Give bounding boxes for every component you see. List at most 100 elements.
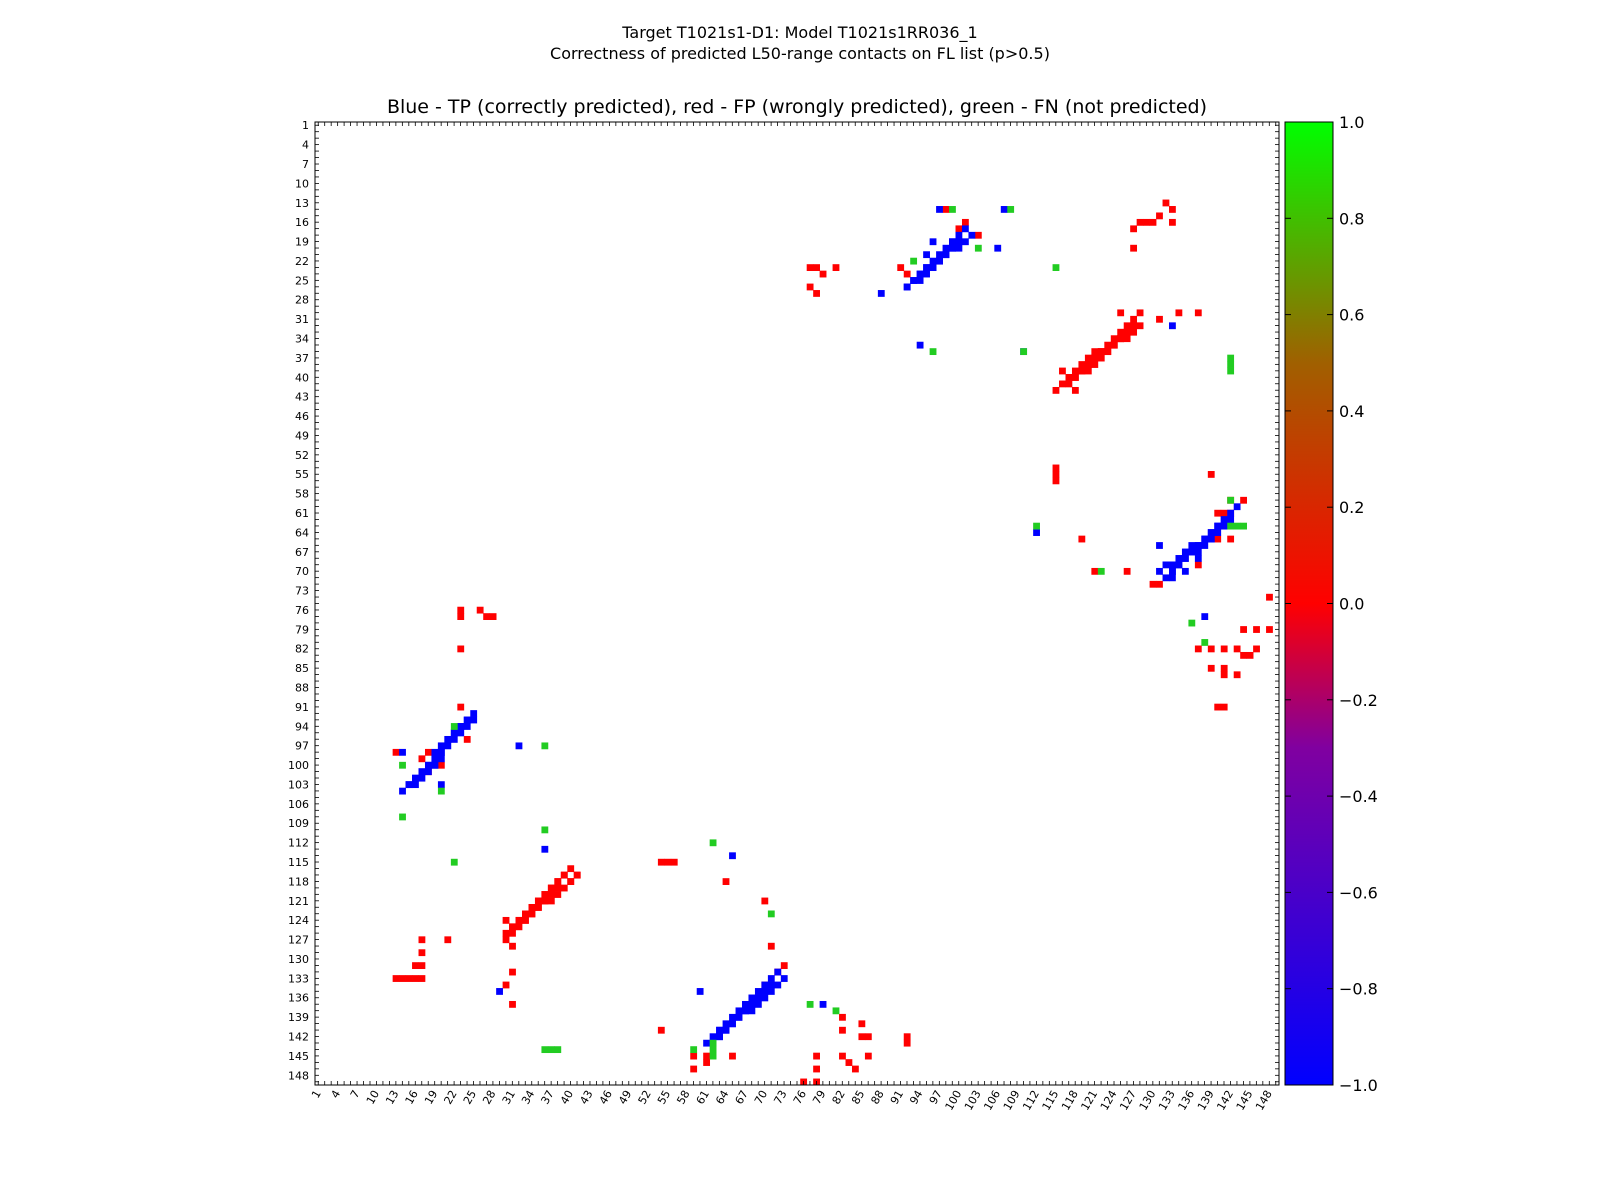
fp-contact-cell <box>1233 671 1241 679</box>
fp-contact-cell <box>1123 328 1131 336</box>
fp-contact-cell <box>1156 580 1163 588</box>
tp-contact-cell <box>961 225 969 233</box>
fn-contact-cell <box>1227 522 1235 530</box>
x-tick-label: 139 <box>1195 1088 1217 1113</box>
tp-contact-cell <box>1194 548 1202 556</box>
fp-contact-cell <box>1136 322 1144 330</box>
y-tick-label: 49 <box>295 429 309 442</box>
fp-contact-cell <box>1123 567 1131 575</box>
fp-contact-cell <box>1149 218 1157 226</box>
fp-contact-cell <box>1123 322 1131 330</box>
fp-contact-cell <box>903 270 911 278</box>
tp-contact-cell <box>1188 548 1196 556</box>
tp-contact-cell <box>1169 574 1176 582</box>
fp-contact-cell <box>476 606 484 614</box>
fp-contact-cell <box>897 264 905 271</box>
fn-contact-cell <box>399 813 406 821</box>
x-tick-label: 82 <box>830 1088 848 1107</box>
fn-contact-cell <box>541 826 549 834</box>
x-tick-label: 46 <box>597 1088 615 1107</box>
fn-contact-cell <box>806 1000 814 1008</box>
fp-contact-cell <box>1117 328 1125 336</box>
fp-contact-cell <box>1091 567 1099 575</box>
fp-contact-cell <box>515 916 523 924</box>
tp-contact-cell <box>412 774 419 782</box>
x-tick-label: 115 <box>1040 1088 1062 1113</box>
fp-contact-cell <box>690 1052 698 1060</box>
fp-contact-cell <box>1084 354 1092 362</box>
tp-contact-cell <box>968 231 976 239</box>
y-tick-label: 82 <box>295 643 309 656</box>
fp-contact-cell <box>813 264 820 271</box>
fp-contact-cell <box>573 871 581 879</box>
tp-contact-cell <box>877 290 885 297</box>
tp-contact-cell <box>418 774 426 782</box>
tp-contact-cell <box>923 264 930 271</box>
fp-contact-cell <box>1149 580 1157 588</box>
x-tick-label: 49 <box>616 1088 634 1107</box>
tp-contact-cell <box>1181 555 1189 562</box>
fp-contact-cell <box>424 748 432 756</box>
fn-contact-cell <box>1007 206 1015 213</box>
fp-contact-cell <box>1266 626 1273 633</box>
fp-contact-cell <box>418 755 426 763</box>
fp-contact-cell <box>418 936 426 944</box>
y-tick-label: 124 <box>288 914 309 927</box>
fn-contact-cell <box>1227 496 1235 504</box>
tp-contact-cell <box>936 206 943 213</box>
fp-contact-cell <box>1194 561 1202 569</box>
tp-contact-cell <box>767 981 775 989</box>
y-tick-label: 73 <box>295 585 309 598</box>
colorbar-tick-label: −0.4 <box>1339 787 1378 806</box>
y-tick-label: 25 <box>295 274 309 287</box>
tp-contact-cell <box>1156 542 1163 549</box>
fp-contact-cell <box>509 968 516 976</box>
colorbar-tick-label: 0.0 <box>1339 595 1364 614</box>
tp-contact-cell <box>955 231 963 239</box>
fp-contact-cell <box>839 1013 846 1021</box>
fp-contact-cell <box>412 962 419 970</box>
tp-contact-cell <box>916 270 924 278</box>
tp-contact-cell <box>450 729 458 737</box>
tp-contact-cell <box>774 968 782 976</box>
y-tick-label: 136 <box>288 992 309 1005</box>
fp-contact-cell <box>1266 593 1273 601</box>
x-tick-label: 91 <box>888 1088 906 1107</box>
fp-contact-cell <box>703 1059 711 1066</box>
tp-contact-cell <box>1194 542 1202 549</box>
fn-contact-cell <box>399 761 406 769</box>
tp-contact-cell <box>1181 548 1189 556</box>
y-tick-label: 118 <box>288 875 309 888</box>
fp-contact-cell <box>903 1033 911 1041</box>
fp-contact-cell <box>1084 361 1092 368</box>
fp-contact-cell <box>1246 651 1254 659</box>
fp-contact-cell <box>1117 335 1125 343</box>
fp-contact-cell <box>729 1052 736 1060</box>
fp-contact-cell <box>509 923 516 931</box>
y-tick-label: 142 <box>288 1031 309 1044</box>
fp-contact-cell <box>554 891 562 898</box>
fp-contact-cell <box>1143 218 1150 226</box>
tp-contact-cell <box>1194 555 1202 562</box>
tp-contact-cell <box>754 988 762 995</box>
y-tick-label: 19 <box>295 236 309 249</box>
fp-contact-cell <box>1162 199 1170 207</box>
tp-contact-cell <box>437 781 445 789</box>
y-tick-label: 34 <box>295 333 309 346</box>
fp-contact-cell <box>502 916 510 924</box>
y-tick-label: 115 <box>288 856 309 869</box>
tp-contact-cell <box>470 710 478 717</box>
fn-contact-cell <box>437 787 445 795</box>
fp-contact-cell <box>392 748 400 756</box>
fp-contact-cell <box>1091 354 1099 362</box>
fp-contact-cell <box>502 929 510 937</box>
fp-contact-cell <box>780 962 788 970</box>
fp-contact-cell <box>528 904 536 911</box>
fp-contact-cell <box>1169 206 1176 213</box>
tp-contact-cell <box>735 1013 743 1021</box>
x-tick-label: 70 <box>752 1088 770 1107</box>
tp-contact-cell <box>1220 516 1228 524</box>
y-tick-label: 40 <box>295 371 309 384</box>
y-tick-label: 133 <box>288 972 309 985</box>
x-tick-label: 52 <box>636 1088 654 1107</box>
